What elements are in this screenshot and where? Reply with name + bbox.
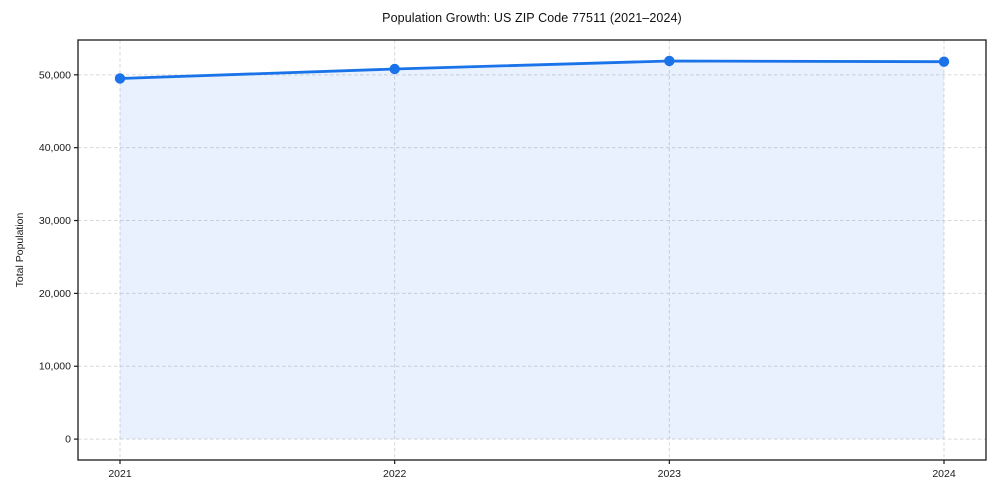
x-tick-label: 2024	[932, 468, 956, 480]
data-point-2024	[938, 56, 950, 67]
data-point-2021	[114, 73, 126, 84]
x-tick-label: 2023	[658, 468, 682, 480]
y-tick-label: 30,000	[39, 215, 71, 227]
plot-border	[77, 39, 987, 461]
y-tick-label: 50,000	[39, 69, 71, 81]
y-tick-label: 40,000	[39, 142, 71, 154]
y-tick-label: 0	[65, 434, 71, 446]
x-tick-label: 2021	[108, 468, 132, 480]
trend-line	[118, 59, 946, 80]
y-tick-label: 20,000	[39, 288, 71, 300]
area-fill	[120, 60, 944, 440]
y-tick-label: 10,000	[39, 361, 71, 373]
x-tick-label: 2022	[383, 468, 407, 480]
data-point-2023	[664, 55, 675, 67]
data-point-2022	[389, 63, 400, 75]
chart-title: Population Growth: US ZIP Code 77511 (20…	[382, 11, 682, 25]
